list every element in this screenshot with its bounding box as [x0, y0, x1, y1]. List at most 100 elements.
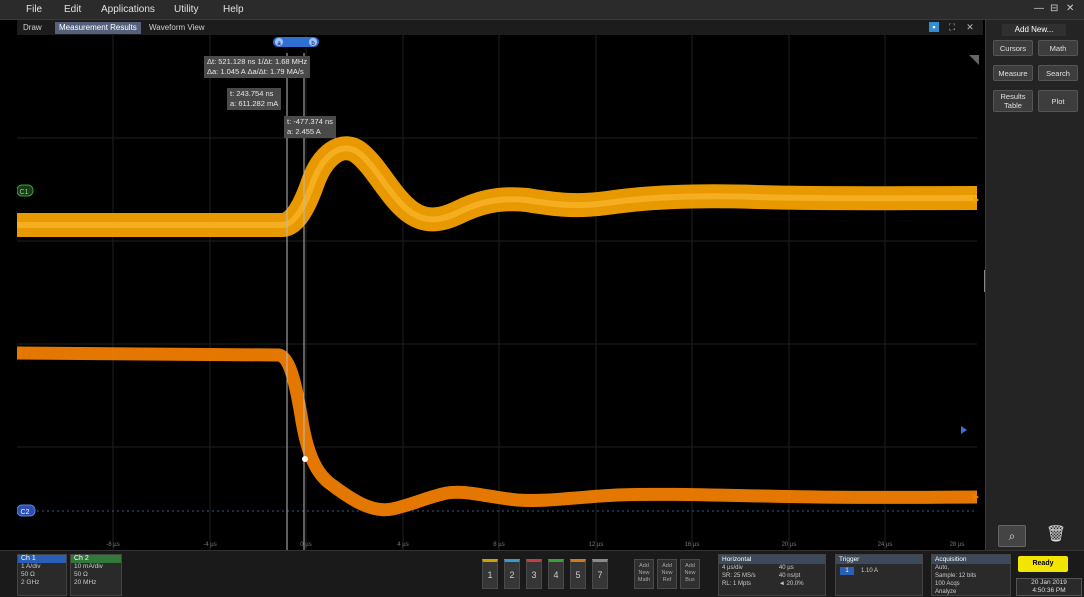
- channel-2-button[interactable]: 2: [504, 559, 520, 589]
- ch1-settings-badge[interactable]: Ch 1 1 A/div 50 Ω 2 GHz: [17, 554, 67, 596]
- add-new-ref-button[interactable]: Add New Ref: [657, 559, 677, 589]
- acquisition-title: Acquisition: [932, 555, 1010, 564]
- x-tick-label: 28 µs: [950, 542, 965, 548]
- ch2-marker-label: C2: [21, 509, 30, 516]
- menu-help[interactable]: Help: [223, 4, 244, 15]
- channel-7-button[interactable]: 7: [592, 559, 608, 589]
- ch2-termination: 50 Ω: [74, 571, 88, 578]
- menu-utility[interactable]: Utility: [174, 4, 199, 15]
- acquisition-analyze: Analyze: [935, 589, 957, 595]
- x-tick-label: 12 µs: [589, 542, 604, 548]
- measure-button[interactable]: Measure: [993, 65, 1033, 81]
- math-button[interactable]: Math: [1038, 40, 1078, 56]
- close-view-icon[interactable]: ✕: [966, 22, 974, 32]
- menu-file[interactable]: File: [26, 4, 43, 15]
- cursor-a-time: t: 243.754 ns: [230, 89, 274, 98]
- x-tick-label: 24 µs: [878, 542, 893, 548]
- waveform-area: Draw Measurement Results Waveform View ▪…: [17, 20, 987, 550]
- ch1-badge-title: Ch 1: [18, 555, 66, 563]
- cursor-a-label: a: [277, 41, 281, 47]
- x-tick-label: 0 µs: [300, 542, 311, 548]
- delta-line-2: Δa: 1.045 A Δa/Δt: 1.79 MA/s: [207, 67, 304, 76]
- ready-button[interactable]: Ready: [1018, 556, 1068, 572]
- ch1-marker-label: C1: [20, 189, 29, 196]
- tab-draw[interactable]: Draw: [23, 23, 42, 32]
- fullscreen-icon[interactable]: ⛶: [948, 22, 956, 32]
- record-length: RL: 1 Mpts: [722, 581, 752, 587]
- search-button[interactable]: Search: [1038, 65, 1078, 81]
- horizontal-position: ◄ 20.0%: [778, 581, 804, 587]
- ch1-offset-icon: [973, 196, 979, 204]
- x-tick-label: 8 µs: [493, 542, 504, 548]
- resize-handle-icon[interactable]: [969, 55, 979, 65]
- channel-4-button[interactable]: 4: [548, 559, 564, 589]
- ch2-bandwidth: 20 MHz: [74, 579, 97, 586]
- ch1-bandwidth: 2 GHz: [21, 579, 40, 586]
- cursor-delta-readout: Δt: 521.128 ns 1/Δt: 1.68 MHz Δa: 1.045 …: [204, 56, 311, 78]
- horizontal-duration: 40 µs: [778, 565, 794, 571]
- horizontal-scale: 4 µs/div: [722, 565, 743, 571]
- ch2-marker[interactable]: C2: [17, 504, 36, 517]
- cursor-b-label: b: [311, 41, 315, 47]
- ch1-waveform: [17, 136, 978, 237]
- trash-icon[interactable]: 🗑: [1045, 526, 1067, 543]
- x-tick-label: 4 µs: [397, 542, 408, 548]
- results-table-button[interactable]: Results Table: [993, 90, 1033, 112]
- snapshot-icon[interactable]: ▪: [929, 22, 939, 32]
- cursor-a-marker: [302, 456, 308, 462]
- cursor-a-readout: t: 243.754 ns a: 611.282 mA: [227, 88, 282, 110]
- ch1-marker[interactable]: C1: [17, 184, 34, 197]
- ch1-scale: 1 A/div: [21, 563, 41, 570]
- ch1-termination: 50 Ω: [21, 571, 35, 578]
- channel-3-button[interactable]: 3: [526, 559, 542, 589]
- date-text: 20 Jan 2019: [1031, 579, 1067, 586]
- tab-waveform-view[interactable]: Waveform View: [149, 23, 205, 32]
- right-panel: Add New... Cursors Math Measure Search R…: [985, 20, 1084, 550]
- waveform-plot[interactable]: a b C1 C2 -8 µs -4 µs 0 µs 4 µs 8 µs 12 …: [17, 35, 983, 550]
- horizontal-settings-badge[interactable]: Horizontal 4 µs/div SR: 25 MS/s RL: 1 Mp…: [718, 554, 826, 596]
- cursor-handles[interactable]: a b: [273, 37, 319, 47]
- cursors-button[interactable]: Cursors: [993, 40, 1033, 56]
- trigger-level-icon[interactable]: [961, 426, 967, 434]
- acquisition-settings-badge[interactable]: Acquisition Auto, Sample: 12 bits 100 Ac…: [931, 554, 1011, 596]
- plot-button[interactable]: Plot: [1038, 90, 1078, 112]
- date-time-display: 20 Jan 2019 4:50:36 PM: [1016, 578, 1082, 596]
- cursor-b-time: t: -477.374 ns: [287, 117, 333, 126]
- ch2-scale: 10 mA/div: [74, 563, 103, 570]
- sample-interval: 40 ns/pt: [778, 573, 801, 579]
- menu-bar: File Edit Applications Utility Help — ⊟ …: [0, 0, 1084, 20]
- close-button[interactable]: ✕: [1066, 3, 1075, 14]
- grid: [17, 35, 977, 550]
- channel-1-button[interactable]: 1: [482, 559, 498, 589]
- ch2-waveform: [17, 346, 978, 517]
- sample-rate: SR: 25 MS/s: [722, 573, 756, 579]
- cursor-a-amplitude: a: 611.282 mA: [230, 99, 279, 108]
- ch2-settings-badge[interactable]: Ch 2 10 mA/div 50 Ω 20 MHz: [70, 554, 122, 596]
- restore-button[interactable]: ⊟: [1050, 3, 1059, 14]
- add-new-title: Add New...: [1002, 24, 1066, 36]
- ch1-waveform-core: [17, 145, 978, 228]
- tab-measurement-results[interactable]: Measurement Results: [55, 22, 141, 34]
- settings-bar: Ch 1 1 A/div 50 Ω 2 GHz Ch 2 10 mA/div 5…: [0, 550, 1084, 597]
- cursor-b-readout: t: -477.374 ns a: 2.455 A: [284, 116, 336, 138]
- view-tab-bar: Draw Measurement Results Waveform View ▪…: [17, 20, 983, 35]
- time-text: 4:50:36 PM: [1032, 587, 1066, 594]
- x-axis-labels: -8 µs -4 µs 0 µs 4 µs 8 µs 12 µs 16 µs 2…: [106, 542, 964, 548]
- menu-edit[interactable]: Edit: [64, 4, 82, 15]
- channel-5-button[interactable]: 5: [570, 559, 586, 589]
- x-tick-label: -4 µs: [203, 542, 216, 548]
- trigger-settings-badge[interactable]: Trigger 1 1.10 A: [835, 554, 923, 596]
- trigger-level: 1.10 A: [861, 568, 879, 574]
- zoom-icon[interactable]: ⌕: [998, 525, 1026, 547]
- add-new-math-button[interactable]: Add New Math: [634, 559, 654, 589]
- trigger-source: 1: [840, 567, 854, 575]
- add-new-bus-button[interactable]: Add New Bus: [680, 559, 700, 589]
- acquisition-sample: Sample: 12 bits: [935, 573, 977, 579]
- ch2-offset-icon: [973, 493, 979, 501]
- horizontal-title: Horizontal: [719, 555, 825, 564]
- minimize-button[interactable]: —: [1034, 3, 1044, 14]
- acquisition-count: 100 Acqs: [935, 581, 960, 587]
- menu-applications[interactable]: Applications: [101, 4, 155, 15]
- cursor-b-amplitude: a: 2.455 A: [287, 127, 321, 136]
- delta-line-1: Δt: 521.128 ns 1/Δt: 1.68 MHz: [207, 57, 308, 66]
